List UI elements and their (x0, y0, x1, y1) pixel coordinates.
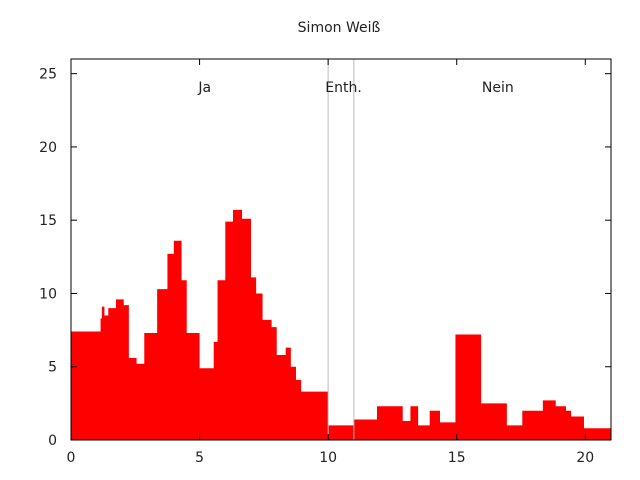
x-tick-label: 15 (448, 450, 466, 466)
region-label-2: Enth. (325, 80, 362, 96)
y-tick-label: 0 (48, 433, 57, 449)
y-tick-label: 25 (39, 67, 57, 83)
plot-frame (70, 58, 612, 441)
chart-title: Simon Weiß (298, 20, 381, 36)
axis-ticks: 0 5 10 15 20 0 5 10 15 20 25 (39, 59, 611, 466)
region-label-3: Nein (482, 80, 514, 96)
x-tick-label: 0 (67, 450, 76, 466)
vote-area-series (71, 209, 611, 440)
y-tick-label: 10 (39, 286, 57, 302)
y-tick-label: 5 (48, 360, 57, 376)
y-tick-label: 15 (39, 213, 57, 229)
x-tick-label: 10 (319, 450, 337, 466)
region-label-1: Ja (197, 80, 211, 96)
x-tick-label: 20 (576, 450, 594, 466)
plot-area: Ja Enth. Nein (71, 59, 611, 440)
x-tick-label: 5 (195, 450, 204, 466)
y-tick-label: 20 (39, 140, 57, 156)
